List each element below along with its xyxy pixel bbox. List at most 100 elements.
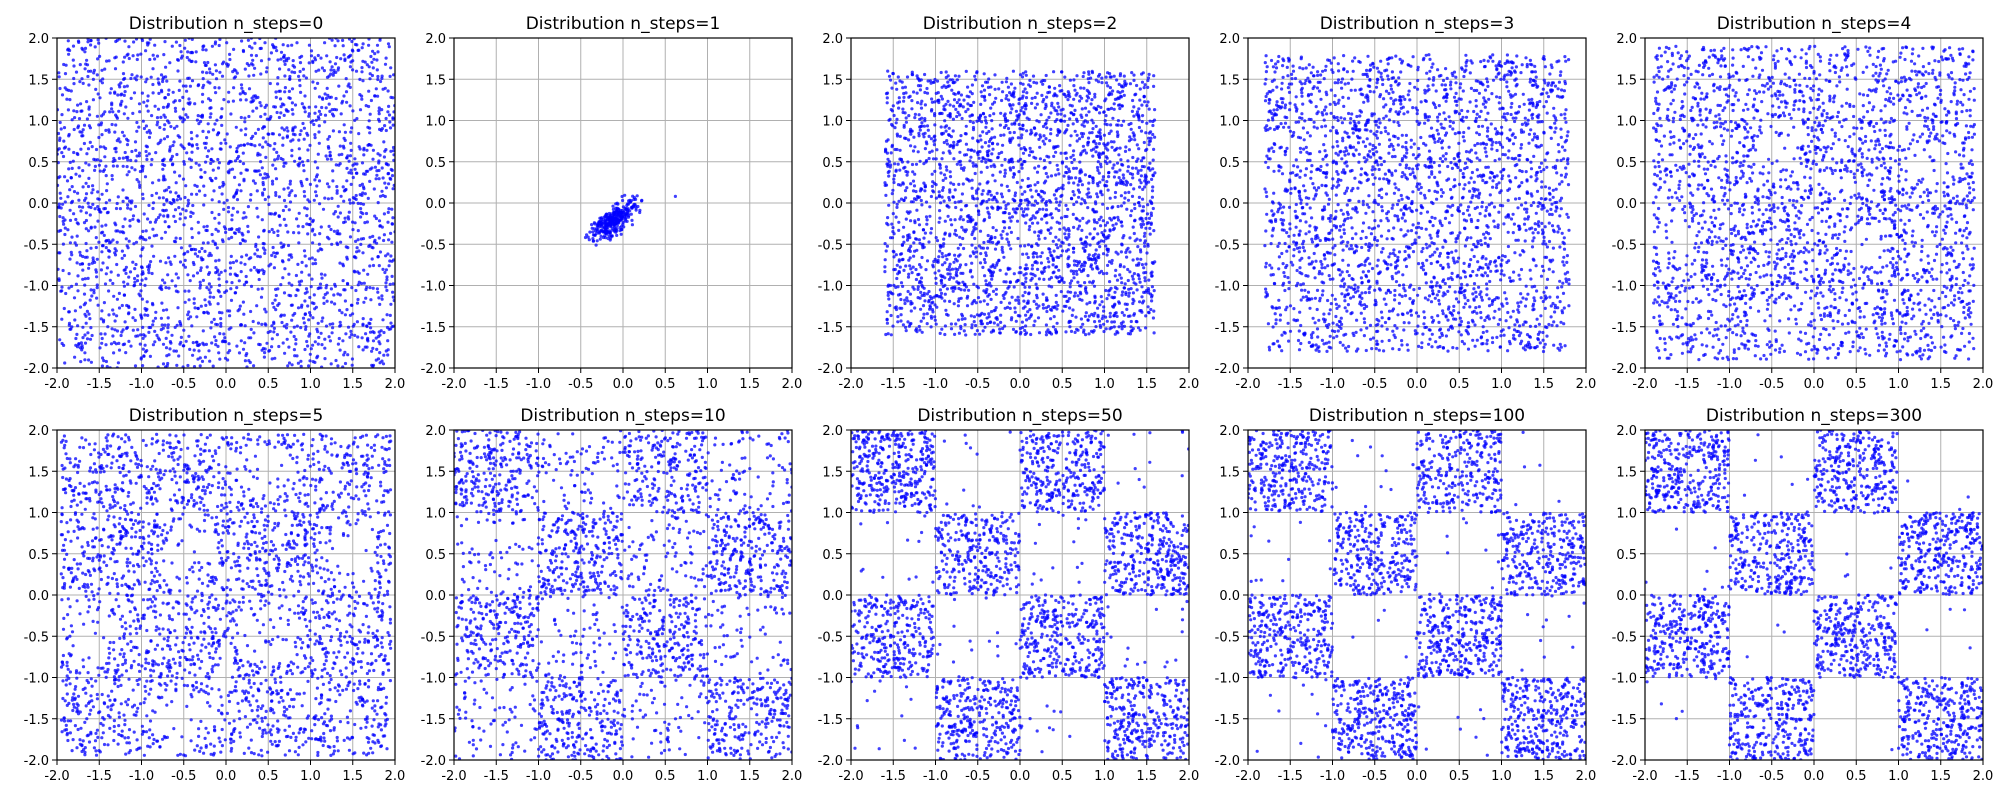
scatter-point [167,256,171,260]
scatter-point [99,121,104,125]
scatter-point [908,292,913,296]
scatter-point [378,302,382,306]
scatter-point [1021,294,1025,298]
scatter-point [133,276,137,281]
scatter-point [239,171,243,175]
scatter-point [1143,244,1147,248]
scatter-point [1003,168,1007,172]
scatter-point [317,68,321,72]
scatter-point [1096,134,1100,138]
scatter-point [224,340,228,344]
scatter-point [1147,278,1151,282]
scatter-point [296,361,300,365]
scatter-point [92,68,96,72]
scatter-point [994,96,998,100]
scatter-point [912,241,916,245]
scatter-point [967,288,971,292]
scatter-point [125,326,129,331]
scatter-point [210,341,214,345]
scatter-point [1138,185,1142,189]
scatter-point [140,38,145,43]
scatter-point [364,104,368,108]
scatter-point [193,252,197,256]
scatter-point [189,165,193,169]
scatter-point [142,212,146,216]
scatter-point [336,66,341,70]
scatter-point [274,251,278,255]
scatter-point [1059,290,1063,294]
scatter-point [365,148,369,152]
scatter-point [343,216,347,220]
scatter-point [939,171,943,175]
scatter-point [1059,112,1063,116]
scatter-point [908,256,912,260]
scatter-point [245,280,249,284]
scatter-point [1026,203,1030,207]
scatter-point [1152,84,1156,88]
scatter-point [268,144,272,148]
scatter-point [250,46,254,50]
scatter-point [361,185,366,189]
scatter-point [626,215,631,219]
scatter-point [80,77,84,81]
scatter-point [197,349,201,353]
scatter-point [179,246,184,250]
scatter-point [177,88,181,92]
scatter-point [1049,111,1053,115]
scatter-point [102,168,106,172]
scatter-point [295,41,299,45]
scatter-point [933,318,937,322]
scatter-point [232,195,236,199]
scatter-point [220,74,225,78]
scatter-points [57,38,395,368]
scatter-point [181,263,186,267]
scatter-point [1119,178,1123,182]
scatter-point [921,316,926,320]
scatter-point [104,128,108,132]
scatter-point [178,212,183,216]
scatter-point [239,339,243,343]
scatter-point [108,249,112,253]
scatter-point [1121,173,1125,177]
scatter-point [110,174,114,178]
scatter-point [1069,269,1073,273]
scatter-point [116,195,120,199]
scatter-point [104,272,108,276]
scatter-point [271,43,275,47]
scatter-point [968,254,973,258]
scatter-point [207,300,211,304]
scatter-point [336,342,340,346]
scatter-point [288,74,292,79]
scatter-point [60,285,64,289]
scatter-point [138,183,142,187]
scatter-point [328,339,332,343]
scatter-point [305,131,309,135]
scatter-point [147,263,152,267]
scatter-point [309,120,313,124]
scatter-point [114,206,119,211]
scatter-point [276,233,280,238]
scatter-point [386,89,390,93]
scatter-point [1024,107,1028,111]
scatter-point [123,90,127,94]
scatter-point [61,242,65,246]
scatter-point [167,286,171,290]
scatter-point [123,76,127,81]
scatter-point [1059,216,1064,220]
scatter-point [638,210,642,215]
scatter-point [1132,187,1136,191]
scatter-point [249,256,253,260]
scatter-point [906,289,910,294]
scatter-point [309,54,314,58]
scatter-point [1113,290,1117,294]
scatter-point [241,300,245,304]
scatter-point [1098,111,1102,115]
scatter-point [168,61,172,65]
scatter-point [1020,162,1024,166]
scatter-point [1104,315,1108,319]
scatter-point [1064,330,1068,334]
scatter-point [147,135,152,139]
scatter-point [159,115,163,119]
scatter-point [313,111,317,115]
scatter-point [986,233,990,238]
